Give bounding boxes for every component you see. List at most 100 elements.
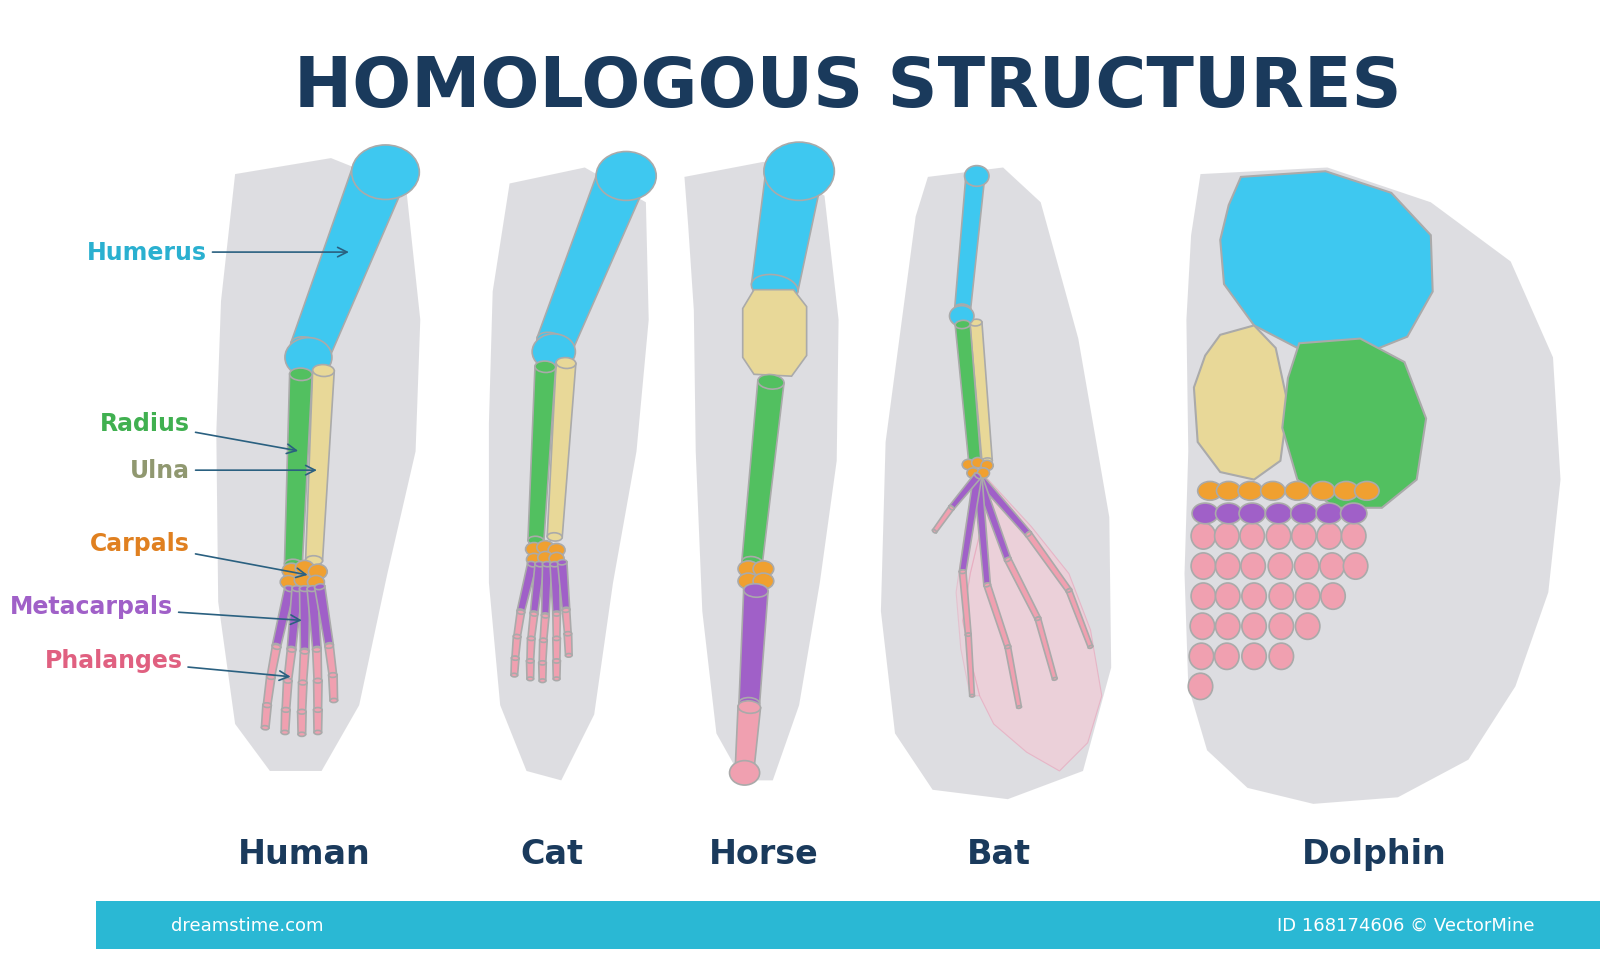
Ellipse shape: [1088, 645, 1093, 648]
Ellipse shape: [298, 733, 306, 736]
Polygon shape: [957, 468, 981, 696]
Ellipse shape: [965, 634, 971, 637]
Polygon shape: [1026, 533, 1070, 593]
Ellipse shape: [282, 708, 290, 712]
Polygon shape: [325, 645, 336, 676]
Polygon shape: [282, 681, 291, 710]
Ellipse shape: [562, 608, 570, 612]
Text: Cat: Cat: [520, 837, 584, 870]
Text: Dolphin: Dolphin: [1302, 837, 1446, 870]
Ellipse shape: [1334, 482, 1358, 501]
Polygon shape: [736, 706, 760, 770]
Ellipse shape: [547, 533, 562, 542]
Text: Metacarpals: Metacarpals: [10, 595, 301, 625]
Ellipse shape: [282, 708, 290, 713]
Text: Humerus: Humerus: [86, 241, 347, 265]
Ellipse shape: [554, 637, 560, 641]
Ellipse shape: [1005, 645, 1011, 649]
Polygon shape: [285, 375, 312, 565]
Polygon shape: [955, 325, 981, 464]
Ellipse shape: [970, 694, 974, 697]
Ellipse shape: [1189, 674, 1213, 700]
Polygon shape: [960, 475, 982, 572]
Polygon shape: [526, 661, 534, 679]
Ellipse shape: [597, 166, 643, 197]
Ellipse shape: [597, 153, 656, 201]
Text: ID 168174606 © VectorMine: ID 168174606 © VectorMine: [1277, 916, 1534, 934]
Ellipse shape: [554, 659, 560, 663]
Ellipse shape: [933, 530, 936, 533]
Polygon shape: [550, 564, 560, 613]
Ellipse shape: [1285, 482, 1309, 501]
Ellipse shape: [330, 673, 336, 678]
Ellipse shape: [955, 305, 971, 314]
Polygon shape: [960, 572, 971, 636]
Ellipse shape: [565, 632, 571, 636]
Ellipse shape: [541, 614, 549, 618]
Ellipse shape: [282, 731, 288, 734]
Ellipse shape: [1341, 523, 1366, 550]
Ellipse shape: [1035, 617, 1040, 621]
Polygon shape: [973, 476, 990, 586]
Ellipse shape: [307, 586, 317, 592]
Polygon shape: [1184, 168, 1560, 804]
Polygon shape: [526, 639, 534, 661]
Polygon shape: [1005, 646, 1021, 708]
Ellipse shape: [298, 710, 306, 714]
Ellipse shape: [517, 610, 525, 614]
Ellipse shape: [294, 574, 312, 587]
Polygon shape: [314, 710, 322, 733]
Ellipse shape: [1242, 613, 1266, 640]
Ellipse shape: [557, 560, 566, 565]
Ellipse shape: [970, 320, 982, 327]
Polygon shape: [512, 637, 522, 659]
Polygon shape: [261, 705, 272, 729]
Ellipse shape: [1053, 678, 1058, 681]
Ellipse shape: [538, 333, 573, 357]
Polygon shape: [970, 323, 992, 462]
Ellipse shape: [1317, 523, 1341, 550]
Ellipse shape: [1016, 706, 1021, 709]
Ellipse shape: [283, 679, 291, 684]
Ellipse shape: [530, 611, 538, 615]
Ellipse shape: [1005, 557, 1011, 562]
Ellipse shape: [982, 459, 992, 465]
Polygon shape: [288, 589, 302, 649]
Polygon shape: [291, 168, 403, 358]
Ellipse shape: [312, 365, 334, 378]
Polygon shape: [742, 290, 806, 377]
Ellipse shape: [517, 609, 525, 614]
Ellipse shape: [1291, 504, 1317, 524]
Ellipse shape: [565, 632, 571, 636]
Ellipse shape: [736, 764, 754, 775]
Polygon shape: [510, 658, 518, 676]
Polygon shape: [1005, 558, 1040, 620]
Ellipse shape: [262, 703, 272, 708]
Polygon shape: [541, 616, 549, 641]
Ellipse shape: [562, 607, 570, 612]
Ellipse shape: [739, 698, 760, 709]
Ellipse shape: [291, 337, 330, 364]
Ellipse shape: [1320, 554, 1344, 580]
Ellipse shape: [512, 656, 518, 660]
Ellipse shape: [526, 678, 533, 681]
Text: Bat: Bat: [966, 837, 1030, 870]
Polygon shape: [514, 612, 525, 638]
Ellipse shape: [960, 570, 966, 574]
Ellipse shape: [541, 639, 547, 643]
Polygon shape: [272, 588, 294, 647]
Polygon shape: [530, 564, 544, 614]
Ellipse shape: [549, 553, 565, 565]
Polygon shape: [539, 663, 546, 681]
Text: Human: Human: [238, 837, 371, 870]
Ellipse shape: [514, 635, 520, 639]
Ellipse shape: [974, 473, 982, 479]
Ellipse shape: [512, 656, 518, 660]
Ellipse shape: [264, 703, 270, 707]
Ellipse shape: [306, 556, 323, 565]
Ellipse shape: [1192, 504, 1218, 524]
Ellipse shape: [330, 698, 338, 703]
Polygon shape: [539, 641, 547, 663]
Ellipse shape: [554, 659, 560, 663]
Ellipse shape: [314, 679, 322, 683]
